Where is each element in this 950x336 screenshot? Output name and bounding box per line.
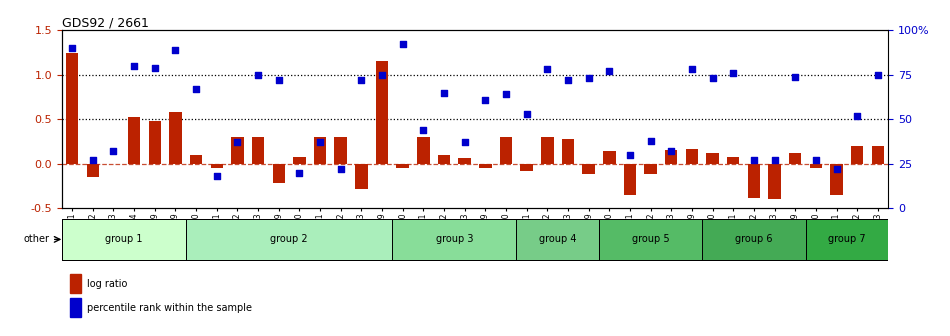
Point: [499, 92, 514, 97]
Bar: [521, 164, 533, 171]
Bar: [211, 164, 223, 168]
Point: [147, 65, 162, 70]
Bar: [334, 137, 347, 164]
Bar: [355, 164, 368, 189]
Bar: [806, 219, 888, 260]
Bar: [459, 158, 471, 164]
Point: [664, 149, 679, 154]
Point: [747, 158, 762, 163]
Point: [416, 127, 431, 133]
Bar: [231, 137, 243, 164]
Bar: [396, 164, 408, 168]
Bar: [707, 153, 719, 164]
Bar: [479, 164, 491, 168]
Bar: [727, 157, 739, 164]
Bar: [542, 137, 554, 164]
Bar: [500, 137, 512, 164]
Point: [870, 72, 885, 78]
Point: [808, 158, 824, 163]
Bar: [190, 155, 202, 164]
Point: [829, 166, 845, 172]
Bar: [603, 151, 616, 164]
Text: group 5: group 5: [632, 235, 670, 244]
Point: [540, 67, 555, 72]
Bar: [561, 139, 574, 164]
Point: [519, 111, 534, 117]
Bar: [686, 149, 698, 164]
Bar: [748, 164, 760, 198]
Point: [849, 113, 865, 118]
Point: [271, 77, 286, 83]
Bar: [872, 146, 884, 164]
Bar: [851, 146, 864, 164]
Point: [374, 72, 390, 78]
Bar: [644, 164, 656, 174]
Point: [292, 170, 307, 175]
Text: GDS92 / 2661: GDS92 / 2661: [62, 16, 148, 29]
Text: group 2: group 2: [270, 235, 308, 244]
Point: [313, 140, 328, 145]
Point: [353, 77, 369, 83]
Text: other: other: [24, 235, 49, 244]
Bar: [148, 121, 161, 164]
Bar: [169, 112, 181, 164]
Point: [333, 166, 349, 172]
Text: log ratio: log ratio: [87, 279, 127, 289]
Bar: [376, 61, 389, 164]
Text: group 1: group 1: [105, 235, 142, 244]
Bar: [438, 155, 450, 164]
Bar: [769, 164, 781, 200]
Text: group 4: group 4: [539, 235, 577, 244]
Bar: [128, 118, 141, 164]
Point: [105, 149, 121, 154]
Text: group 3: group 3: [436, 235, 473, 244]
Point: [788, 74, 803, 79]
Point: [684, 67, 699, 72]
Bar: [702, 219, 806, 260]
Point: [726, 70, 741, 76]
Point: [126, 63, 142, 69]
Point: [560, 77, 576, 83]
Point: [251, 72, 266, 78]
Bar: [294, 157, 306, 164]
Point: [168, 47, 183, 52]
Bar: [809, 164, 822, 168]
Point: [209, 174, 224, 179]
Point: [395, 42, 410, 47]
Bar: [314, 137, 326, 164]
Point: [622, 152, 637, 158]
Bar: [273, 164, 285, 183]
Bar: [830, 164, 843, 195]
Bar: [252, 137, 264, 164]
Bar: [789, 153, 802, 164]
Point: [767, 158, 782, 163]
Bar: [624, 164, 636, 195]
Bar: [665, 151, 677, 164]
Point: [478, 97, 493, 102]
Bar: [392, 219, 517, 260]
Point: [65, 45, 80, 51]
Point: [643, 138, 658, 143]
Text: percentile rank within the sample: percentile rank within the sample: [87, 302, 253, 312]
Bar: [70, 298, 81, 317]
Text: group 7: group 7: [828, 235, 865, 244]
Bar: [599, 219, 702, 260]
Point: [86, 158, 101, 163]
Point: [188, 86, 203, 92]
Point: [436, 90, 451, 95]
Point: [601, 69, 617, 74]
Bar: [62, 219, 186, 260]
Bar: [186, 219, 392, 260]
Bar: [66, 52, 78, 164]
Bar: [417, 137, 429, 164]
Bar: [86, 164, 99, 177]
Bar: [517, 219, 599, 260]
Point: [457, 140, 472, 145]
Bar: [70, 274, 81, 293]
Point: [230, 140, 245, 145]
Text: group 6: group 6: [735, 235, 772, 244]
Bar: [582, 164, 595, 174]
Point: [581, 76, 597, 81]
Point: [705, 76, 720, 81]
